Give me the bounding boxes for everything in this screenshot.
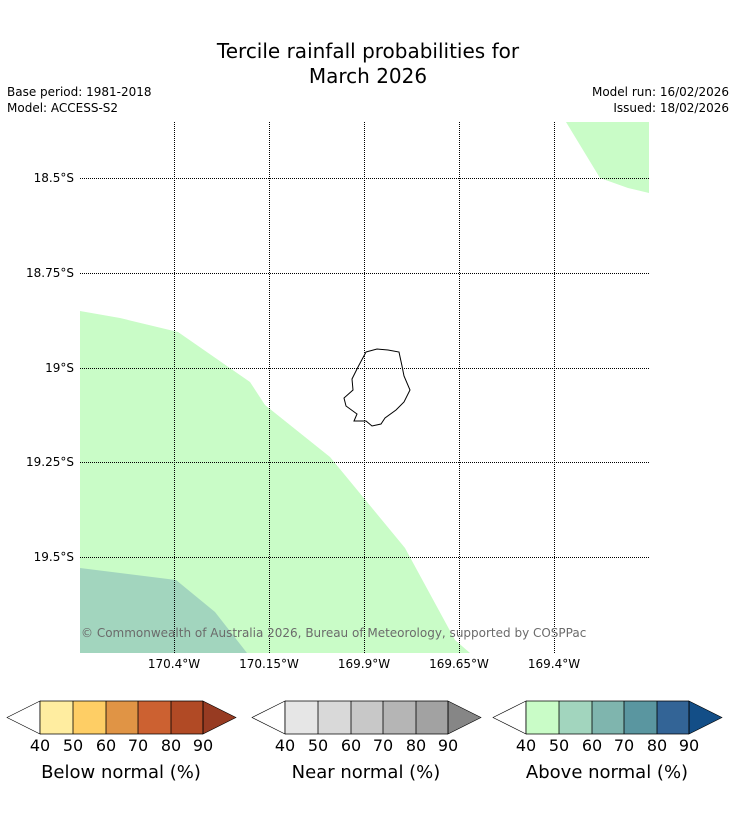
lat-label-19: 19°S	[45, 361, 74, 375]
model-name: Model: ACCESS-S2	[7, 101, 119, 115]
colorbar-near-label: Near normal (%)	[291, 762, 441, 783]
above-swatch-50-60	[559, 701, 592, 734]
lon-label-169.9: 169.9°W	[337, 657, 391, 671]
region-above-normal-50-60	[80, 568, 247, 653]
colorbar-above-normal	[492, 700, 723, 735]
below-tick-90: 90	[192, 736, 214, 755]
below-tick-80: 80	[160, 736, 182, 755]
title-line-2: March 2026	[308, 64, 428, 88]
colorbar-above-label: Above normal (%)	[525, 762, 689, 783]
near-swatch-50-60	[318, 701, 351, 734]
title-line-1: Tercile rainfall probabilities for	[216, 39, 520, 63]
meta-right: Model run: 16/02/2026 Issued: 18/02/2026	[592, 84, 729, 116]
below-swatch-40-50	[40, 701, 73, 734]
near-tick-70: 70	[372, 736, 394, 755]
near-tick-60: 60	[340, 736, 362, 755]
near-tick-90: 90	[437, 736, 459, 755]
map-panel	[80, 122, 649, 653]
colorbar-near-normal	[251, 700, 482, 735]
above-tick-90: 90	[678, 736, 700, 755]
above-swatch-70-80	[624, 701, 657, 734]
below-tick-50: 50	[62, 736, 84, 755]
above-swatch-40-50	[526, 701, 559, 734]
below-tick-60: 60	[95, 736, 117, 755]
niue-island-coastline	[343, 348, 411, 427]
lat-label-19.25: 19.25°S	[26, 455, 74, 469]
above-tick-80: 80	[646, 736, 668, 755]
lat-label-18.5: 18.5°S	[33, 171, 74, 185]
lon-label-170.4: 170.4°W	[147, 657, 201, 671]
near-swatch-40-50	[285, 701, 318, 734]
lat-label-18.75: 18.75°S	[26, 266, 74, 280]
colorbar-below-label: Below normal (%)	[41, 762, 201, 783]
model-run: Model run: 16/02/2026	[591, 85, 729, 99]
above-tick-70: 70	[613, 736, 635, 755]
above-swatch-60-70	[592, 701, 624, 734]
below-swatch-80-90	[171, 701, 203, 734]
below-swatch-50-60	[73, 701, 106, 734]
lon-label-170.15: 170.15°W	[239, 657, 299, 671]
meta-left: Base period: 1981-2018 Model: ACCESS-S2	[7, 84, 152, 116]
near-over-triangle	[447, 700, 482, 735]
above-tick-50: 50	[548, 736, 570, 755]
above-tick-60: 60	[581, 736, 603, 755]
above-over-triangle	[688, 700, 723, 735]
above-tick-40: 40	[515, 736, 537, 755]
base-period: Base period: 1981-2018	[7, 85, 152, 99]
above-swatch-80-90	[657, 701, 689, 734]
below-under-triangle	[6, 700, 41, 735]
lon-label-169.4: 169.4°W	[527, 657, 581, 671]
issued-date: Issued: 18/02/2026	[613, 101, 729, 115]
above-under-triangle	[492, 700, 527, 735]
below-swatch-60-70	[106, 701, 138, 734]
below-tick-70: 70	[127, 736, 149, 755]
region-above-normal-40-50	[80, 311, 470, 653]
below-tick-40: 40	[29, 736, 51, 755]
region-above-normal-40-50-ne	[566, 122, 649, 193]
below-over-triangle	[202, 700, 237, 735]
lat-label-19.5: 19.5°S	[33, 550, 74, 564]
near-tick-50: 50	[307, 736, 329, 755]
graticule	[80, 122, 649, 653]
near-tick-40: 40	[274, 736, 296, 755]
near-tick-80: 80	[405, 736, 427, 755]
near-swatch-80-90	[416, 701, 448, 734]
colorbar-below-normal	[6, 700, 237, 735]
near-under-triangle	[251, 700, 286, 735]
copyright-text: © Commonwealth of Australia 2026, Bureau…	[81, 626, 587, 640]
near-swatch-60-70	[351, 701, 383, 734]
below-swatch-70-80	[138, 701, 171, 734]
near-swatch-70-80	[383, 701, 416, 734]
lon-label-169.65: 169.65°W	[429, 657, 489, 671]
chart-title: Tercile rainfall probabilities for March…	[0, 39, 736, 89]
